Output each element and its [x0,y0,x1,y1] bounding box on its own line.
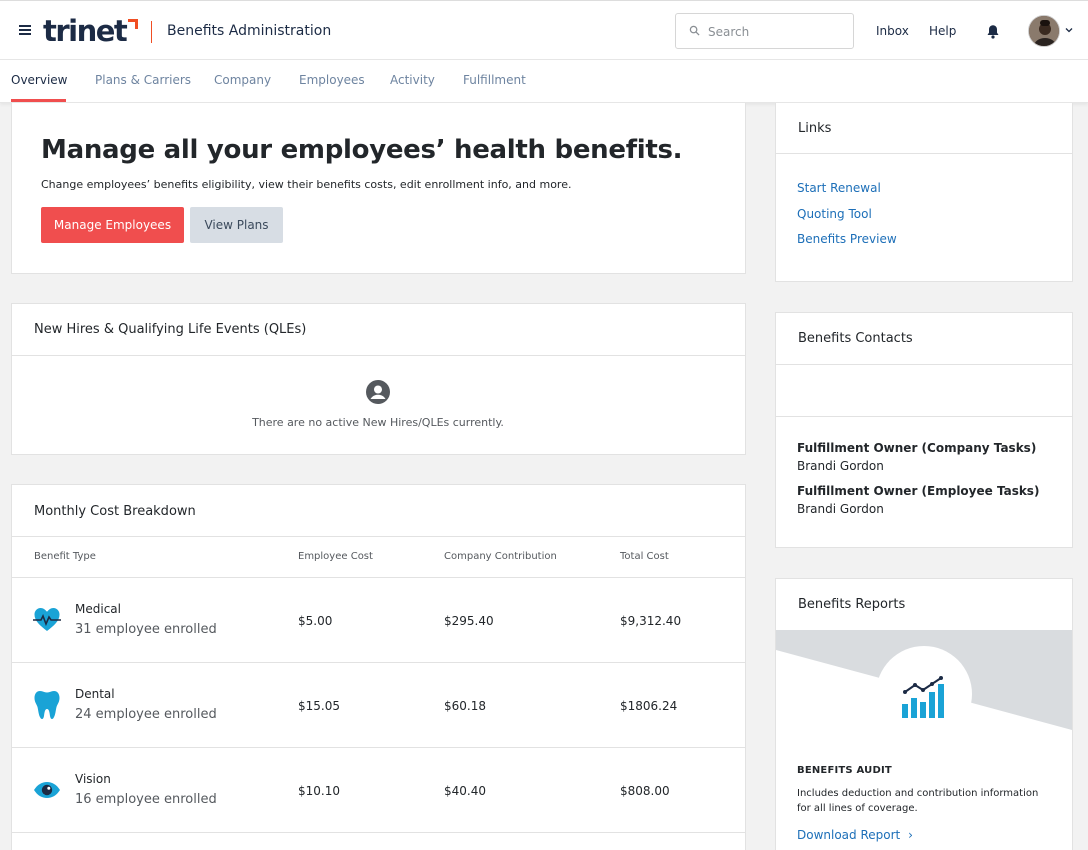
total-cost: $9,312.40 [620,614,682,628]
benefit-name: Medical [75,602,121,616]
company-contribution: $40.40 [444,784,486,798]
cost-breakdown-card: Monthly Cost Breakdown Benefit Type Empl… [11,484,746,850]
table-row: Vision 16 employee enrolled $10.10 $40.4… [12,747,745,832]
table-row [12,832,745,850]
tab-activity[interactable]: Activity [390,73,435,87]
contact-name: Brandi Gordon [797,502,884,516]
divider [776,364,1072,365]
hero-card: Manage all your employees’ health benefi… [11,103,746,274]
qle-title: New Hires & Qualifying Life Events (QLEs… [34,322,307,337]
company-contribution: $295.40 [444,614,494,628]
hero-title: Manage all your employees’ health benefi… [41,135,683,165]
tooth-icon [34,691,60,720]
logo-accent-mark [128,19,138,29]
bar-chart-icon [902,676,944,718]
download-report-label: Download Report [797,828,901,842]
employee-cost: $5.00 [298,614,333,628]
contact-role: Fulfillment Owner (Employee Tasks) [797,484,1040,498]
contacts-title: Benefits Contacts [798,331,913,346]
table-row: Medical 31 employee enrolled $5.00 $295.… [12,577,745,662]
qle-empty-text: There are no active New Hires/QLEs curre… [252,416,504,429]
report-description: Includes deduction and contribution info… [797,788,1039,814]
links-card: Links Start Renewal Quoting Tool Benefit… [775,103,1073,282]
tab-plans-carriers[interactable]: Plans & Carriers [95,73,192,87]
divider [776,153,1072,154]
eye-icon [34,782,60,798]
links-title: Links [798,121,832,136]
bell-icon[interactable] [986,24,1000,39]
help-link[interactable]: Help [929,24,957,38]
logo-separator [151,21,152,43]
quoting-tool-link[interactable]: Quoting Tool [797,207,872,221]
search-input[interactable] [708,23,848,41]
inbox-link[interactable]: Inbox [876,24,909,38]
tab-overview[interactable]: Overview [11,73,68,87]
enrolled-count: 31 employee enrolled [75,622,217,637]
qle-card: New Hires & Qualifying Life Events (QLEs… [11,303,746,455]
total-cost: $1806.24 [620,699,678,713]
hamburger-menu-icon[interactable] [19,25,31,35]
report-label: BENEFITS AUDIT [797,765,892,776]
benefits-reports-card: Benefits Reports BENEFITS AUDIT Includes… [775,578,1073,850]
chevron-right-icon: › [908,828,913,842]
view-plans-button[interactable]: View Plans [190,207,283,243]
table-row: Dental 24 employee enrolled $15.05 $60.1… [12,662,745,747]
cost-title: Monthly Cost Breakdown [34,504,196,519]
benefits-preview-link[interactable]: Benefits Preview [797,232,897,246]
employee-cost: $15.05 [298,699,340,713]
trinet-logo[interactable]: trinet [43,14,128,48]
chevron-down-icon[interactable] [1064,25,1074,35]
divider [776,416,1072,417]
search-box[interactable] [675,13,854,49]
report-icon-circle [876,646,972,730]
tab-fulfillment[interactable]: Fulfillment [463,73,526,87]
benefits-contacts-card: Benefits Contacts Fulfillment Owner (Com… [775,312,1073,548]
active-tab-indicator [11,99,66,102]
divider [12,536,745,537]
divider [12,355,745,356]
contact-role: Fulfillment Owner (Company Tasks) [797,441,1037,455]
app-title: Benefits Administration [167,23,332,39]
start-renewal-link[interactable]: Start Renewal [797,181,881,195]
benefit-name: Dental [75,687,115,701]
company-contribution: $60.18 [444,699,486,713]
nav-tabs: Overview Plans & Carriers Company Employ… [0,60,1088,103]
top-header: trinet Benefits Administration Inbox Hel… [0,0,1088,60]
column-header-employee-cost: Employee Cost [298,551,373,562]
user-avatar[interactable] [1028,15,1060,47]
total-cost: $808.00 [620,784,670,798]
column-header-benefit-type: Benefit Type [34,551,96,562]
search-icon [689,25,700,36]
column-header-company-contribution: Company Contribution [444,551,557,562]
user-circle-icon [366,380,390,404]
heart-pulse-icon [33,608,61,631]
column-header-total-cost: Total Cost [620,551,669,562]
enrolled-count: 24 employee enrolled [75,707,217,722]
reports-title: Benefits Reports [798,597,906,612]
manage-employees-button[interactable]: Manage Employees [41,207,184,243]
enrolled-count: 16 employee enrolled [75,792,217,807]
contact-name: Brandi Gordon [797,459,884,473]
tab-company[interactable]: Company [214,73,272,87]
hero-subtitle: Change employees’ benefits eligibility, … [41,178,572,191]
download-report-link[interactable]: Download Report › [797,828,913,842]
report-banner [776,630,1072,730]
employee-cost: $10.10 [298,784,340,798]
benefit-name: Vision [75,772,111,786]
tab-employees[interactable]: Employees [299,73,365,87]
